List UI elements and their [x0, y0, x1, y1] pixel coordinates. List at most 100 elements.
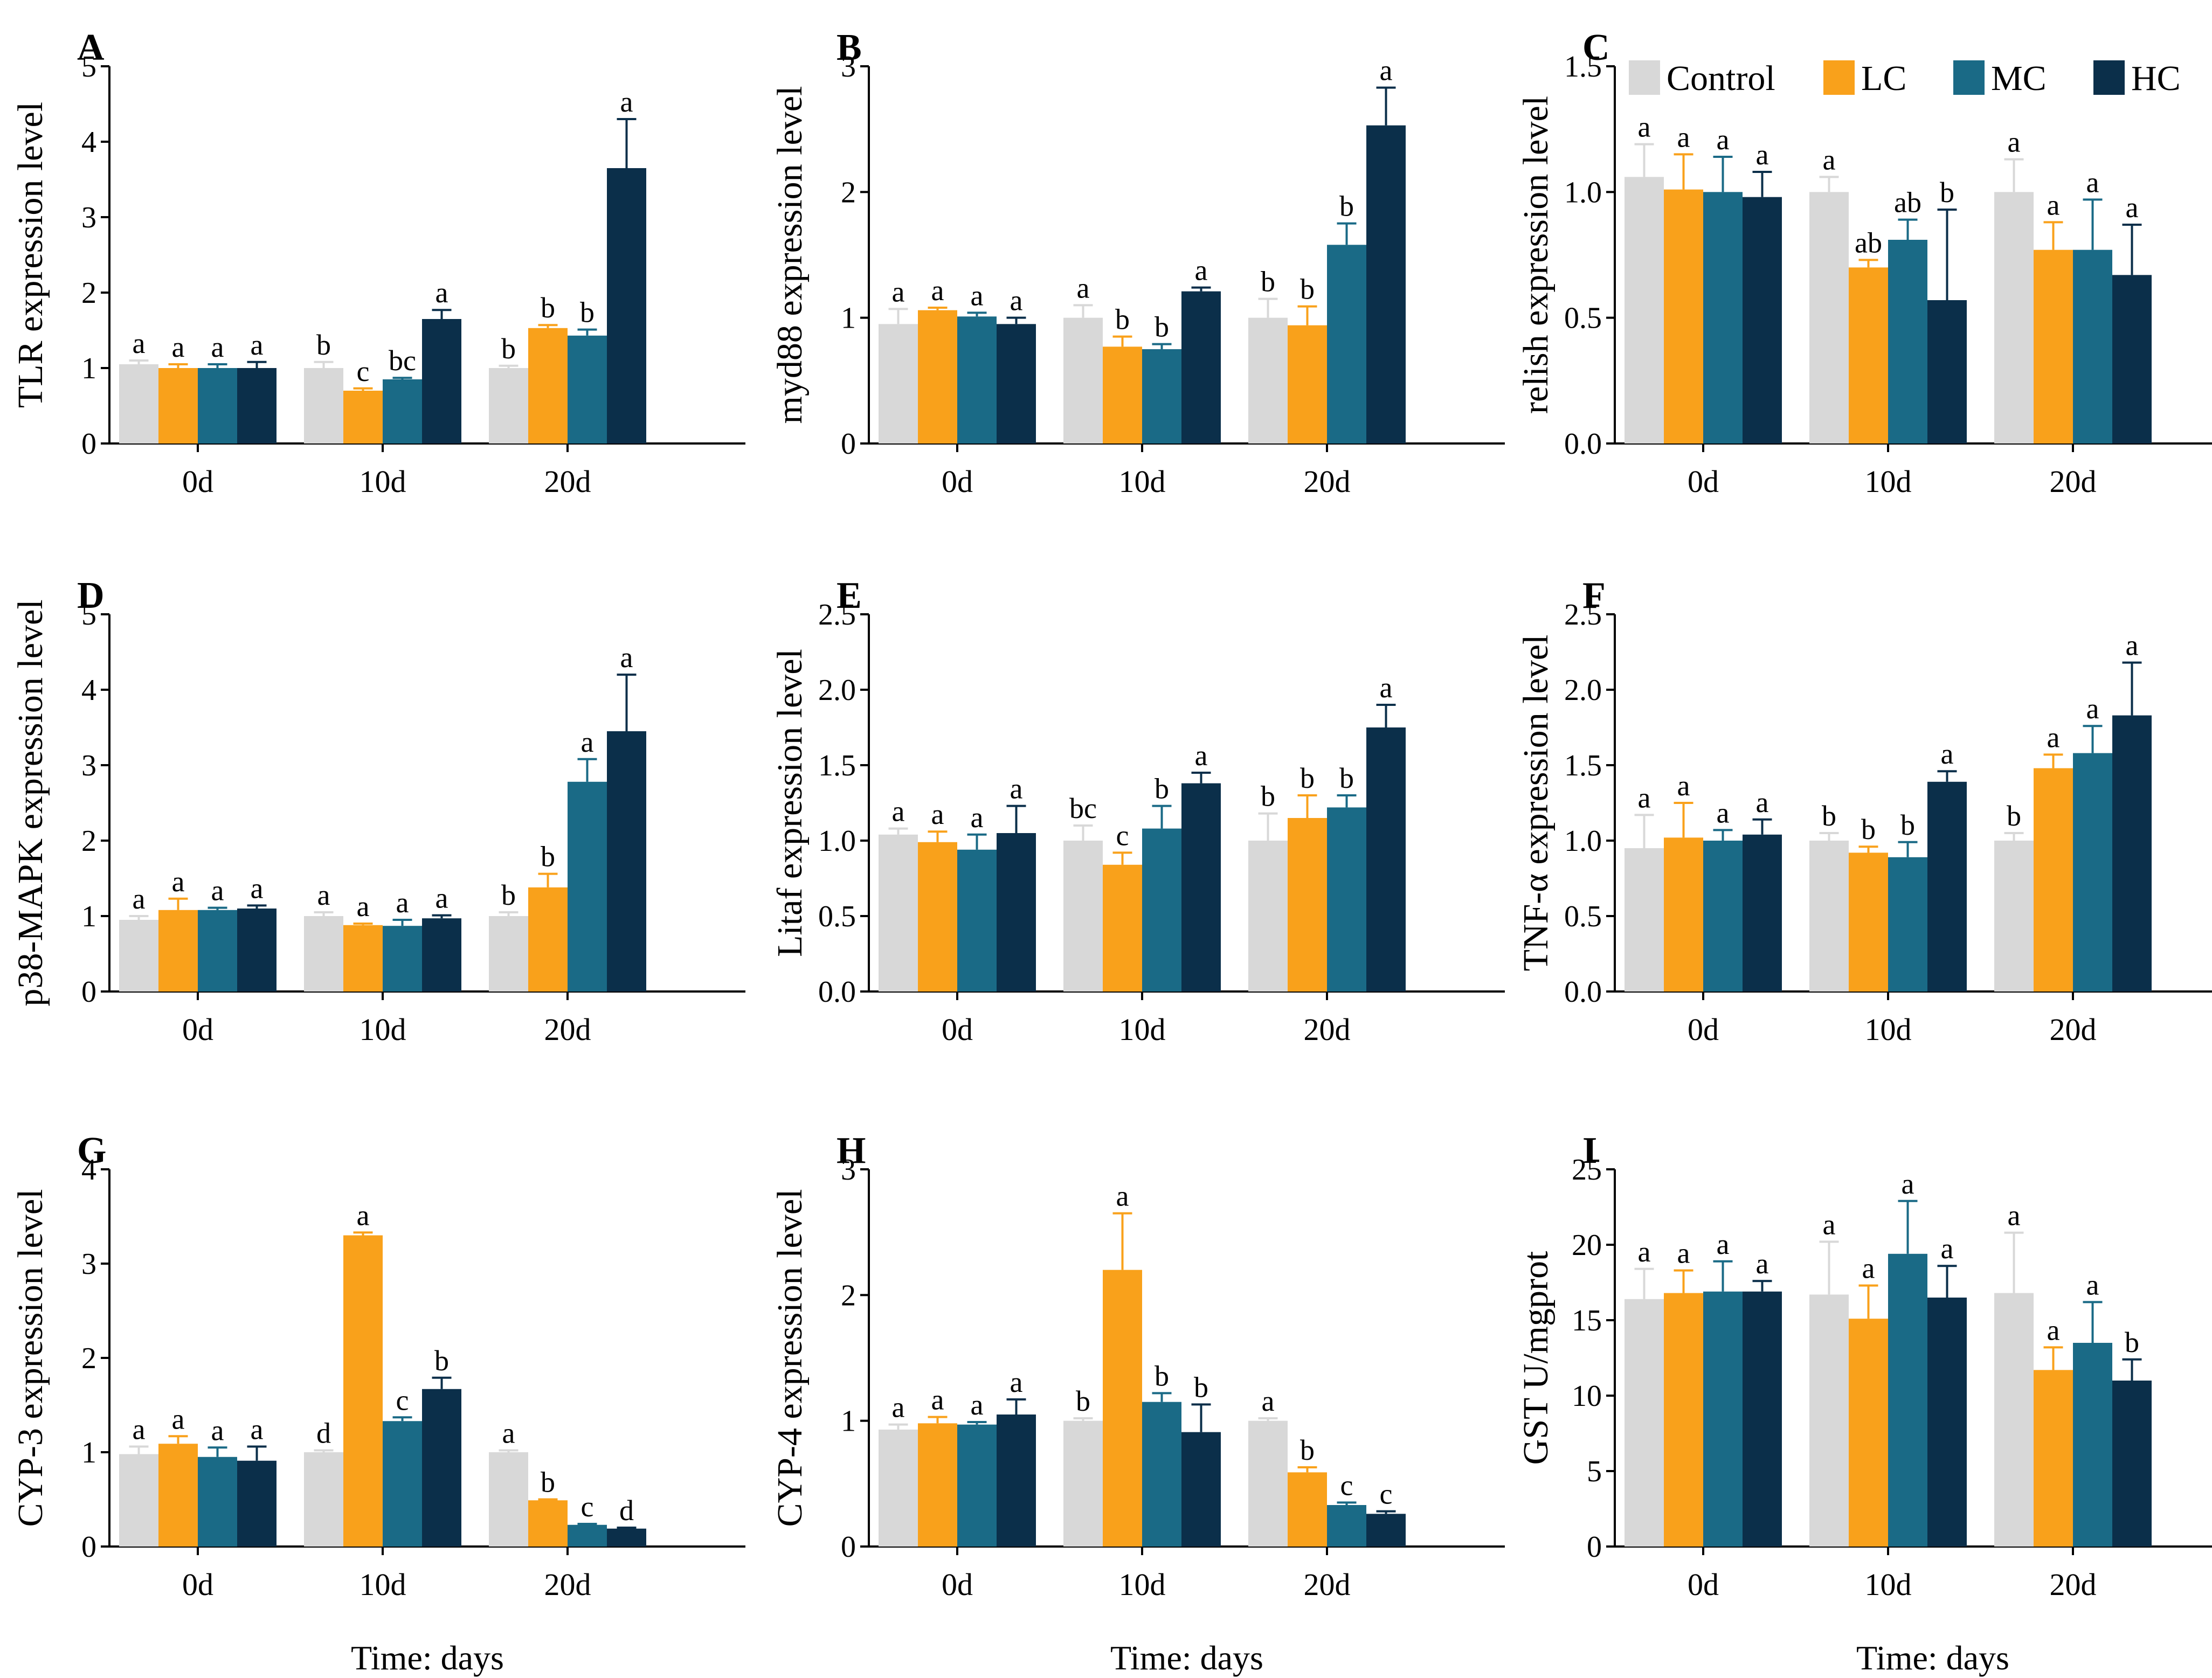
significance-letter: b: [580, 296, 595, 329]
bar-MC-20d: [1327, 1505, 1366, 1547]
y-tick-label: 0: [841, 427, 856, 461]
bar-Control-0d: [119, 364, 158, 443]
bar-MC-10d: [383, 926, 422, 991]
y-tick-label: 2: [81, 1342, 96, 1375]
y-tick-label: 3: [841, 1153, 856, 1187]
significance-letter: b: [316, 329, 331, 361]
significance-letter: a: [1677, 1237, 1690, 1270]
significance-letter: b: [1155, 773, 1169, 805]
legend-swatch-LC: [1823, 60, 1855, 95]
bar-HC-0d: [1743, 197, 1782, 443]
x-tick-label: 10d: [1119, 1012, 1166, 1047]
significance-letter: a: [1756, 138, 1769, 171]
significance-letter: b: [501, 332, 516, 365]
x-tick-label: 10d: [1865, 1012, 1912, 1047]
bar-HC-20d: [1366, 125, 1406, 443]
significance-letter: a: [1717, 1228, 1730, 1260]
significance-letter: a: [971, 801, 984, 834]
y-tick-label: 3: [81, 749, 96, 782]
significance-letter: a: [2126, 629, 2139, 662]
significance-letter: b: [1822, 800, 1836, 832]
significance-letter: a: [436, 882, 448, 914]
y-tick-label: 0.0: [818, 975, 856, 1009]
bar-HC-20d: [607, 1528, 646, 1547]
panel-letter: E: [837, 575, 862, 616]
significance-letter: b: [541, 1466, 555, 1499]
bar-Control-10d: [1809, 1294, 1849, 1547]
y-tick-label: 2: [841, 1279, 856, 1312]
significance-letter: a: [436, 276, 448, 309]
bar-LC-0d: [158, 368, 198, 443]
x-tick-label: 0d: [182, 1567, 213, 1602]
significance-letter: a: [1077, 272, 1090, 304]
bar-MC-0d: [1703, 841, 1743, 991]
y-tick-label: 4: [81, 1153, 96, 1187]
x-tick-label: 10d: [360, 1567, 406, 1602]
bar-HC-0d: [997, 1414, 1036, 1547]
bar-HC-10d: [422, 319, 461, 443]
bar-LC-20d: [528, 887, 568, 991]
bar-Control-10d: [304, 916, 343, 991]
x-tick-label: 20d: [544, 464, 591, 499]
significance-letter: a: [931, 798, 944, 830]
bar-Control-0d: [1625, 848, 1664, 991]
bar-HC-0d: [997, 833, 1036, 991]
significance-letter: b: [1900, 809, 1915, 841]
y-tick-label: 15: [1572, 1304, 1602, 1337]
significance-letter: b: [1155, 311, 1169, 343]
bar-MC-0d: [198, 910, 237, 991]
bar-MC-10d: [383, 1421, 422, 1547]
significance-letter: a: [251, 872, 264, 904]
significance-letter: a: [133, 327, 146, 359]
significance-letter: b: [1300, 762, 1315, 794]
significance-letter: b: [1339, 762, 1354, 794]
legend-label-Control: Control: [1667, 59, 1775, 98]
bar-HC-20d: [2112, 275, 2152, 443]
bar-Control-10d: [1063, 317, 1103, 443]
bar-MC-20d: [568, 781, 607, 991]
y-tick-label: 2.0: [1564, 674, 1602, 707]
significance-letter: a: [2008, 126, 2021, 158]
significance-letter: a: [172, 331, 185, 363]
significance-letter: a: [1862, 1252, 1875, 1285]
significance-letter: a: [211, 1414, 224, 1446]
significance-letter: a: [1677, 769, 1690, 802]
bar-MC-20d: [2073, 753, 2112, 991]
bar-HC-0d: [237, 1460, 276, 1547]
y-tick-label: 0: [1587, 1530, 1602, 1564]
x-tick-label: 0d: [1688, 464, 1719, 499]
y-tick-label: 1: [81, 1436, 96, 1469]
bar-MC-10d: [1888, 857, 1927, 991]
bar-MC-20d: [1327, 807, 1366, 991]
bar-MC-10d: [1142, 1402, 1181, 1547]
significance-letter: ab: [1894, 186, 1921, 219]
significance-letter: b: [1115, 303, 1130, 336]
bar-MC-20d: [1327, 245, 1366, 443]
bar-Control-10d: [304, 1452, 343, 1547]
bar-LC-0d: [1664, 1293, 1703, 1547]
bar-MC-0d: [1703, 1291, 1743, 1547]
bar-MC-10d: [1142, 349, 1181, 443]
bar-HC-10d: [1181, 1432, 1221, 1547]
bar-LC-20d: [1288, 1472, 1327, 1547]
significance-letter: a: [2047, 721, 2060, 753]
panel-letter: F: [1582, 575, 1606, 616]
significance-letter: a: [317, 879, 330, 911]
significance-letter: a: [1638, 111, 1651, 143]
significance-letter: a: [1638, 1236, 1651, 1268]
panel-letter: D: [77, 575, 105, 616]
bar-HC-10d: [1927, 781, 1967, 991]
bar-Control-20d: [1994, 841, 2034, 991]
legend-label-HC: HC: [2131, 59, 2181, 98]
x-tick-label: 0d: [942, 1012, 973, 1047]
significance-letter: b: [1261, 266, 1275, 298]
significance-letter: a: [1756, 786, 1769, 819]
significance-letter: bc: [389, 344, 416, 377]
x-axis-title: Time: days: [1856, 1639, 2009, 1677]
significance-letter: b: [541, 841, 555, 873]
significance-letter: a: [1262, 1385, 1275, 1417]
y-tick-label: 1.5: [818, 749, 856, 782]
x-tick-label: 0d: [1688, 1012, 1719, 1047]
